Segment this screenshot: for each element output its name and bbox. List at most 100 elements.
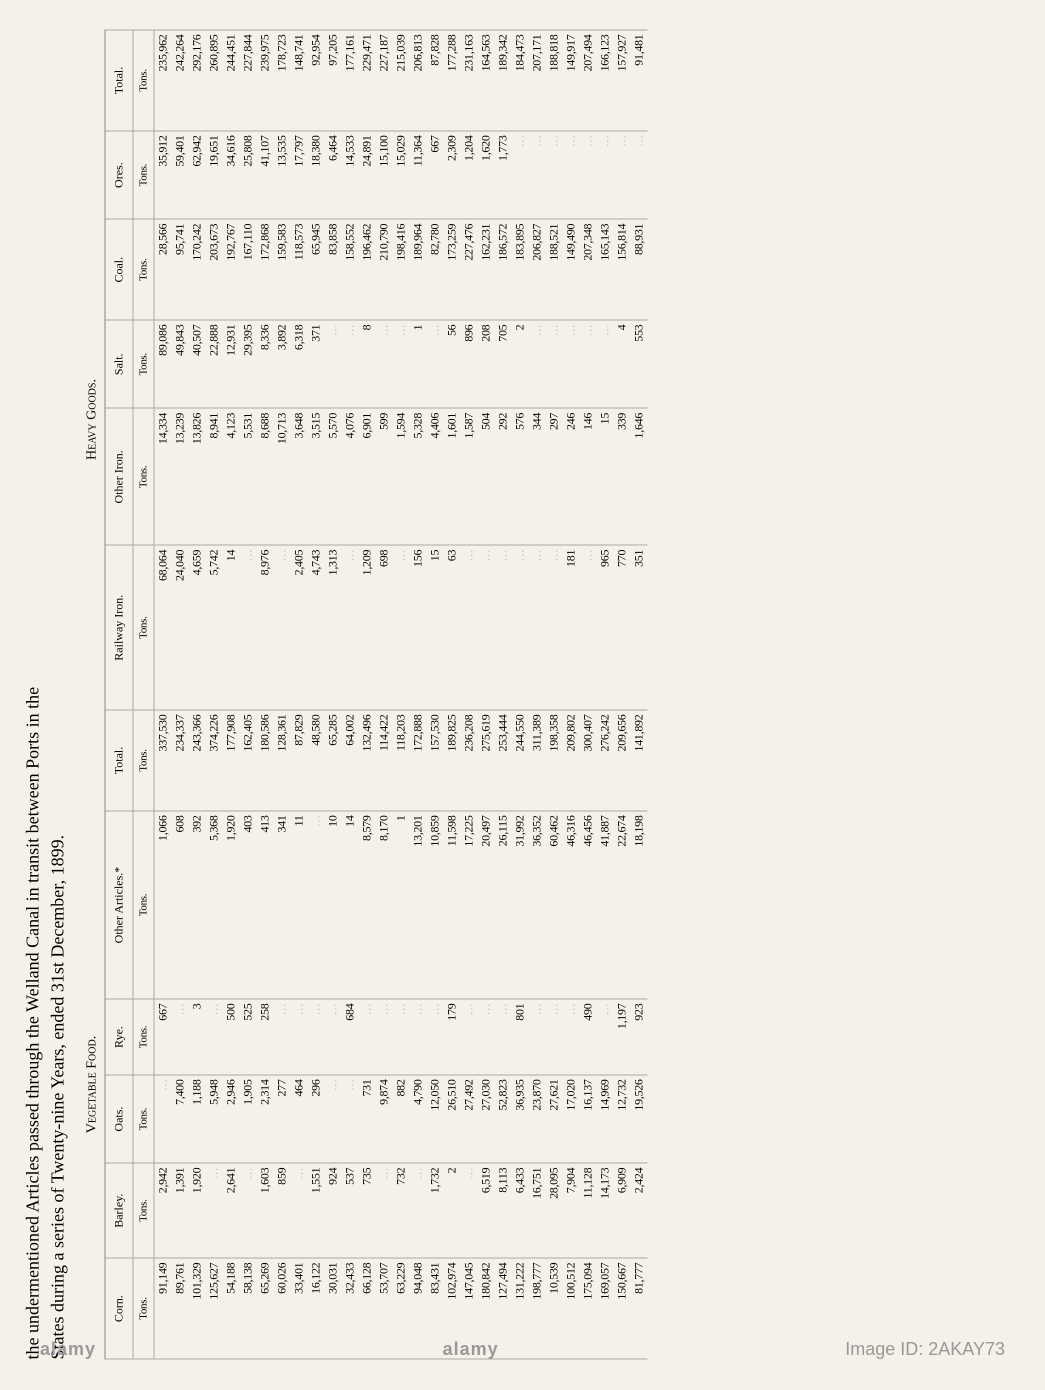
- table-cell: 49,843: [172, 320, 189, 408]
- table-cell: 17,020: [563, 1075, 580, 1163]
- table-cell: 188,521: [546, 219, 563, 320]
- table-cell: 19,651: [206, 131, 223, 219]
- table-cell: …: [461, 999, 478, 1075]
- unit-cell: Tons.: [133, 30, 154, 131]
- column-header-row: Corn.Barley.Oats.Rye.Other Articles.*Tot…: [106, 30, 134, 1359]
- table-cell: 8,579: [359, 811, 376, 999]
- table-cell: …: [206, 1163, 223, 1258]
- table-cell: …: [274, 545, 291, 710]
- table-cell: 770: [614, 545, 631, 710]
- table-cell: 7,400: [172, 1075, 189, 1163]
- table-cell: 24,891: [359, 131, 376, 219]
- table-cell: 31,992: [512, 811, 529, 999]
- table-cell: 1,066: [154, 811, 172, 999]
- table-cell: 65,269: [257, 1258, 274, 1359]
- table-cell: 260,895: [206, 30, 223, 131]
- table-cell: 1,188: [189, 1075, 206, 1163]
- table-cell: 189,964: [410, 219, 427, 320]
- table-cell: 5,328: [410, 408, 427, 545]
- table-cell: 859: [274, 1163, 291, 1258]
- table-cell: 33,401: [291, 1258, 308, 1359]
- table-cell: 12,732: [614, 1075, 631, 1163]
- table-cell: 15: [427, 545, 444, 710]
- table-cell: 203,673: [206, 219, 223, 320]
- table-cell: …: [308, 999, 325, 1075]
- table-cell: 1,197: [614, 999, 631, 1075]
- table-cell: 177,908: [223, 710, 240, 811]
- table-cell: 896: [461, 320, 478, 408]
- table-cell: 16,137: [580, 1075, 597, 1163]
- table-cell: 209,802: [563, 710, 580, 811]
- table-cell: 234,337: [172, 710, 189, 811]
- table-cell: 9,874: [376, 1075, 393, 1163]
- table-cell: 41,887: [597, 811, 614, 999]
- table-cell: 177,288: [444, 30, 461, 131]
- table-cell: 344: [529, 408, 546, 545]
- table-cell: 5,570: [325, 408, 342, 545]
- table-cell: 8,941: [206, 408, 223, 545]
- table-cell: 11: [291, 811, 308, 999]
- table-cell: 667: [154, 999, 172, 1075]
- table-row: 147,045…27,492…17,225236,208…1,587896227…: [461, 30, 478, 1359]
- table-cell: 209,656: [614, 710, 631, 811]
- table-cell: 162,231: [478, 219, 495, 320]
- table-cell: 125,627: [206, 1258, 223, 1359]
- table-cell: 242,264: [172, 30, 189, 131]
- table-cell: 239,975: [257, 30, 274, 131]
- table-cell: 207,348: [580, 219, 597, 320]
- table-cell: 82,780: [427, 219, 444, 320]
- table-row: 180,8426,51927,030…20,497275,619…5042081…: [478, 30, 495, 1359]
- table-row: 60,026859277…341128,361…10,7133,892159,5…: [274, 30, 291, 1359]
- table-cell: 46,456: [580, 811, 597, 999]
- table-cell: …: [206, 999, 223, 1075]
- col-header: Other Iron.: [106, 408, 134, 545]
- table-cell: 148,741: [291, 30, 308, 131]
- table-row: 94,048…4,790…13,201172,8881565,3281189,9…: [410, 30, 427, 1359]
- table-cell: 150,667: [614, 1258, 631, 1359]
- vegetable-food-label: Vegetable Food.: [85, 810, 101, 1360]
- table-cell: 94,048: [410, 1258, 427, 1359]
- table-cell: 2: [444, 1163, 461, 1258]
- table-cell: …: [563, 320, 580, 408]
- table-cell: 231,163: [461, 30, 478, 131]
- table-row: 83,4311,73212,050…10,859157,530154,406…8…: [427, 30, 444, 1359]
- table-cell: …: [529, 320, 546, 408]
- table-cell: 207,494: [580, 30, 597, 131]
- col-header: Corn.: [106, 1258, 134, 1359]
- table-cell: 275,619: [478, 710, 495, 811]
- table-cell: …: [597, 999, 614, 1075]
- table-cell: 5,742: [206, 545, 223, 710]
- table-cell: 227,476: [461, 219, 478, 320]
- section-headers: Vegetable Food. Heavy Goods.: [81, 30, 106, 1360]
- table-cell: 8,336: [257, 320, 274, 408]
- table-cell: 13,201: [410, 811, 427, 999]
- col-header: Total.: [106, 710, 134, 811]
- table-row: 58,138…1,905525403162,405…5,53129,395167…: [240, 30, 257, 1359]
- table-cell: 118,203: [393, 710, 410, 811]
- table-cell: 208: [478, 320, 495, 408]
- table-cell: 89,086: [154, 320, 172, 408]
- table-cell: 8,113: [495, 1163, 512, 1258]
- table-cell: 924: [325, 1163, 342, 1258]
- table-cell: 88,931: [631, 219, 648, 320]
- table-cell: 34,616: [223, 131, 240, 219]
- table-cell: 83,431: [427, 1258, 444, 1359]
- table-cell: 1,603: [257, 1163, 274, 1258]
- table-cell: 1,601: [444, 408, 461, 545]
- table-row: 150,6676,90912,7321,19722,674209,6567703…: [614, 30, 631, 1359]
- table-cell: 13,826: [189, 408, 206, 545]
- table-cell: 1: [410, 320, 427, 408]
- unit-cell: Tons.: [133, 999, 154, 1075]
- table-cell: 157,927: [614, 30, 631, 131]
- table-cell: 183,895: [512, 219, 529, 320]
- table-cell: 164,563: [478, 30, 495, 131]
- table-cell: 8: [359, 320, 376, 408]
- table-cell: 156,814: [614, 219, 631, 320]
- table-cell: 15,029: [393, 131, 410, 219]
- table-cell: 732: [393, 1163, 410, 1258]
- table-cell: 292,176: [189, 30, 206, 131]
- table-cell: 392: [189, 811, 206, 999]
- table-cell: 8,976: [257, 545, 274, 710]
- table-cell: 162,405: [240, 710, 257, 811]
- unit-cell: Tons.: [133, 545, 154, 710]
